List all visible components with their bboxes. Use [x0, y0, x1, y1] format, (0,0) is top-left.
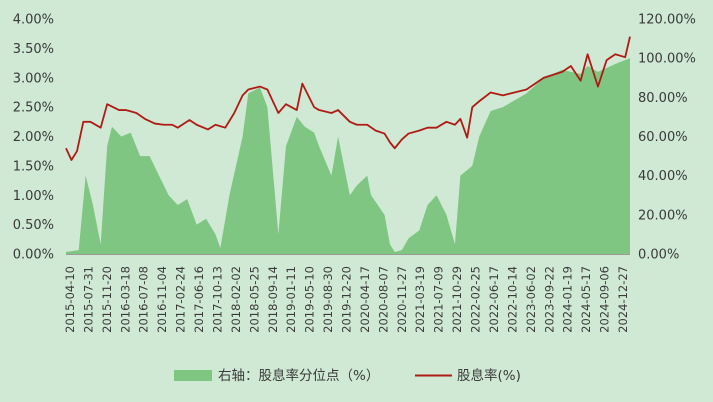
- x-tick-label: 2020-08-07: [376, 266, 390, 333]
- left-tick-label: 1.00%: [13, 189, 54, 204]
- area-series-dividend-percentile: [66, 58, 630, 254]
- legend-area-label: 右轴：股息率分位点（%）: [218, 367, 379, 384]
- x-tick-label: 2017-10-13: [210, 266, 224, 333]
- area-series-layer: [66, 58, 630, 254]
- right-axis: 0.00% 20.00% 40.00% 60.00% 80.00% 100.00% 120.…: [638, 13, 696, 263]
- x-tick-label: 2021-03-19: [413, 266, 427, 333]
- legend: 右轴：股息率分位点（%） 股息率(%): [174, 367, 521, 384]
- x-tick-label: 2021-07-09: [432, 266, 446, 333]
- x-axis: 2015-04-10 2015-07-31 2015-11-20 2016-03-18…: [63, 254, 630, 333]
- legend-area-swatch: [174, 370, 212, 381]
- left-tick-label: 1.50%: [13, 159, 54, 174]
- line-series-dividend-yield: [65, 36, 631, 161]
- x-tick-label: 2019-05-10: [303, 266, 317, 333]
- x-tick-label: 2019-12-20: [340, 266, 354, 333]
- left-tick-label: 0.50%: [13, 218, 54, 233]
- x-tick-label: 2022-02-25: [469, 266, 483, 333]
- right-tick-label: 0.00%: [638, 248, 679, 263]
- left-axis: 0.00% 0.50% 1.00% 1.50% 2.00% 2.50% 3.00% 3.50%…: [13, 13, 54, 263]
- right-tick-label: 60.00%: [638, 130, 688, 145]
- x-tick-label: 2024-09-06: [598, 266, 612, 333]
- left-tick-label: 0.00%: [13, 248, 54, 263]
- x-tick-label: 2024-01-19: [561, 266, 575, 333]
- x-tick-label: 2018-05-25: [247, 266, 261, 333]
- x-tick-label: 2017-02-24: [174, 266, 188, 333]
- x-tick-label: 2021-10-29: [450, 266, 464, 333]
- x-tick-label: 2024-05-17: [579, 266, 593, 333]
- x-tick-label: 2019-08-30: [321, 266, 335, 333]
- left-tick-label: 2.50%: [13, 101, 54, 116]
- x-tick-label: 2016-11-04: [155, 266, 169, 333]
- x-tick-label: 2015-11-20: [100, 266, 114, 333]
- x-tick-label: 2023-06-02: [524, 266, 538, 333]
- x-tick-label: 2020-11-27: [395, 266, 409, 333]
- x-tick-label: 2016-03-18: [118, 266, 132, 333]
- right-tick-label: 100.00%: [638, 52, 696, 67]
- x-tick-label: 2015-04-10: [63, 266, 77, 333]
- legend-line-label: 股息率(%): [457, 367, 521, 384]
- x-tick-label: 2023-09-22: [542, 266, 556, 333]
- x-tick-label: 2019-01-11: [284, 266, 298, 333]
- x-tick-label: 2017-06-16: [192, 266, 206, 333]
- left-tick-label: 3.50%: [13, 42, 54, 57]
- right-tick-label: 20.00%: [638, 208, 688, 223]
- line-series-layer: [65, 36, 631, 161]
- left-tick-label: 3.00%: [13, 71, 54, 86]
- right-tick-label: 120.00%: [638, 13, 696, 28]
- x-tick-label: 2018-09-14: [266, 266, 280, 333]
- left-tick-label: 4.00%: [13, 13, 54, 28]
- x-tick-label: 2015-07-31: [81, 266, 95, 333]
- x-tick-label: 2020-04-17: [358, 266, 372, 333]
- x-tick-label: 2016-07-08: [137, 266, 151, 333]
- x-tick-label: 2024-12-27: [616, 266, 630, 333]
- x-tick-label: 2018-02-02: [229, 266, 243, 333]
- right-tick-label: 80.00%: [638, 91, 688, 106]
- x-tick-label: 2022-10-14: [505, 266, 519, 333]
- x-tick-label: 2022-06-17: [487, 266, 501, 333]
- right-tick-label: 40.00%: [638, 169, 688, 184]
- left-tick-label: 2.00%: [13, 130, 54, 145]
